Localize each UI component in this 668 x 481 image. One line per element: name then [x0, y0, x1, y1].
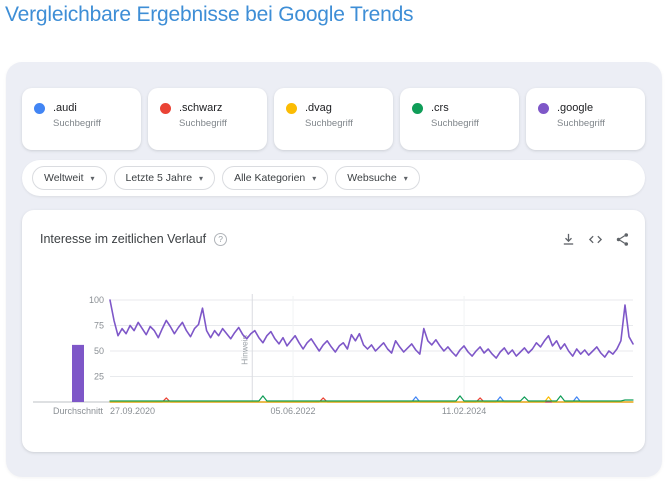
filter-timerange-dropdown[interactable]: Letzte 5 Jahre ▾ [113, 166, 216, 190]
filter-label: Letzte 5 Jahre [125, 172, 193, 184]
chart-actions [559, 230, 631, 248]
term-type-label: Suchbegriff [179, 118, 227, 129]
term-color-dot [538, 102, 549, 114]
code-icon [588, 235, 602, 243]
filter-label: Websuche [347, 172, 397, 184]
svg-text:Hinweis: Hinweis [239, 335, 249, 365]
filter-category-dropdown[interactable]: Alle Kategorien ▾ [222, 166, 329, 190]
term-label: .crs [431, 102, 449, 114]
svg-text:05.06.2022: 05.06.2022 [271, 406, 316, 416]
share-icon [616, 232, 628, 246]
term-chip-google[interactable]: .google Suchbegriff [526, 88, 645, 150]
chevron-down-icon: ▾ [403, 173, 408, 183]
term-label: .dvag [305, 102, 332, 114]
term-color-dot [286, 102, 297, 114]
term-type-label: Suchbegriff [557, 118, 605, 129]
search-term-chips: .audi Suchbegriff .schwarz Suchbegriff .… [22, 88, 645, 150]
filter-label: Alle Kategorien [234, 172, 306, 184]
svg-text:75: 75 [94, 321, 104, 331]
filter-searchtype-dropdown[interactable]: Websuche ▾ [335, 166, 420, 190]
term-chip-dvag[interactable]: .dvag Suchbegriff [274, 88, 393, 150]
download-icon [563, 233, 573, 245]
interest-over-time-chart: 25 50 75 100 27.09.2020 05.06.2022 11.02.2024 H… [33, 294, 634, 416]
svg-text:25: 25 [94, 372, 104, 382]
term-label: .schwarz [179, 102, 223, 114]
term-chip-crs[interactable]: .crs Suchbegriff [400, 88, 519, 150]
help-icon[interactable]: ? [214, 232, 228, 246]
svg-text:Durchschnitt: Durchschnitt [53, 406, 104, 416]
svg-text:50: 50 [94, 346, 104, 356]
chevron-down-icon: ▾ [90, 173, 95, 183]
share-button[interactable] [613, 230, 631, 248]
filter-region-dropdown[interactable]: Weltweit ▾ [32, 166, 107, 190]
term-color-dot [412, 102, 423, 114]
svg-text:11.02.2024: 11.02.2024 [442, 406, 486, 416]
term-label: .google [557, 102, 594, 114]
google-trends-widget: .audi Suchbegriff .schwarz Suchbegriff .… [6, 62, 662, 477]
svg-text:27.09.2020: 27.09.2020 [110, 406, 155, 416]
term-color-dot [160, 102, 171, 114]
embed-button[interactable] [586, 230, 604, 248]
chart-header: Interesse im zeitlichen Verlauf ? [40, 232, 228, 246]
filter-bar: Weltweit ▾ Letzte 5 Jahre ▾ Alle Kategor… [22, 160, 645, 196]
term-chip-schwarz[interactable]: .schwarz Suchbegriff [148, 88, 267, 150]
chevron-down-icon: ▾ [312, 173, 317, 183]
term-label: .audi [53, 102, 77, 114]
chart-title: Interesse im zeitlichen Verlauf [40, 232, 207, 246]
term-color-dot [34, 102, 45, 114]
term-chip-audi[interactable]: .audi Suchbegriff [22, 88, 141, 150]
term-type-label: Suchbegriff [305, 118, 353, 129]
filter-label: Weltweit [44, 172, 84, 184]
term-type-label: Suchbegriff [53, 118, 101, 129]
download-button[interactable] [559, 230, 577, 248]
term-type-label: Suchbegriff [431, 118, 479, 129]
interest-over-time-card: Interesse im zeitlichen Verlauf ? [22, 210, 645, 452]
page-title: Vergleichbare Ergebnisse bei Google Tren… [5, 3, 414, 26]
chevron-down-icon: ▾ [199, 173, 204, 183]
svg-text:100: 100 [89, 295, 104, 305]
